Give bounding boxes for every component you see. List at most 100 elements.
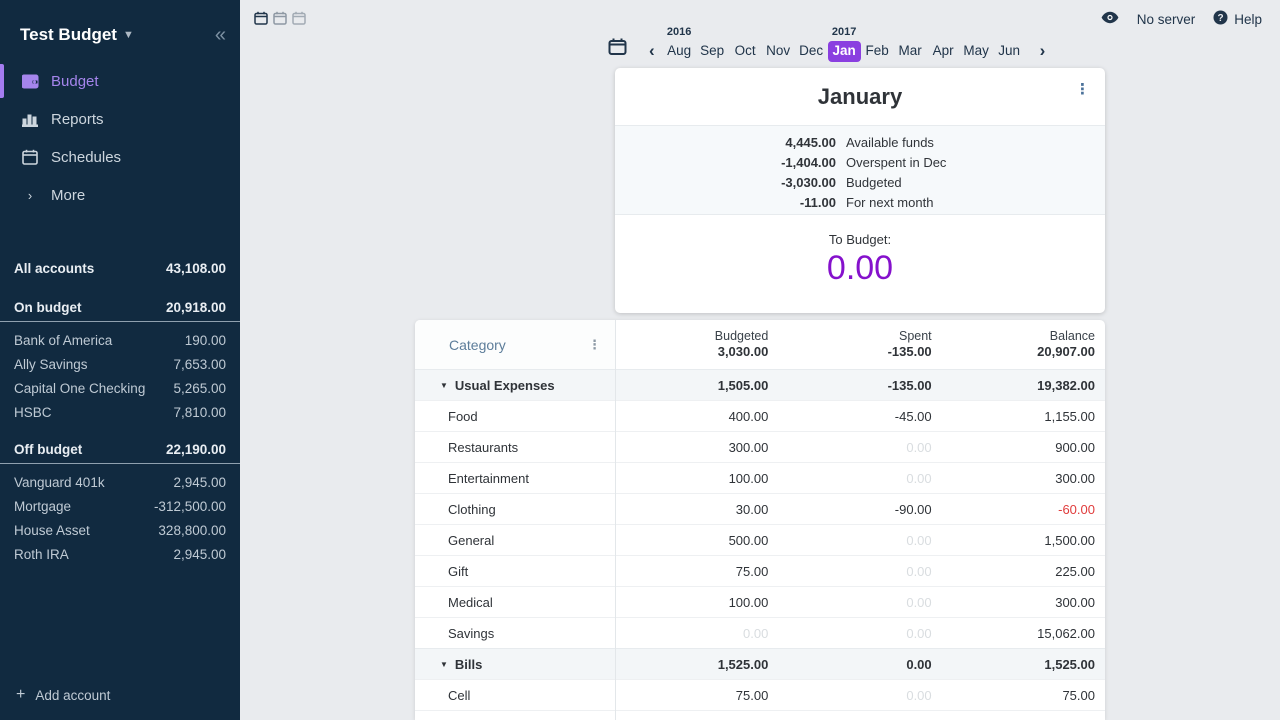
to-budget-button[interactable]: To Budget: 0.00: [615, 215, 1105, 288]
budgeted-cell[interactable]: 0.00: [743, 625, 769, 641]
balance-cell[interactable]: 1,155.00: [1044, 408, 1095, 424]
category-row-entertainment[interactable]: Entertainment 100.00 0.00 300.00: [415, 462, 1105, 493]
category-row-cell[interactable]: Cell 75.00 0.00 75.00: [415, 679, 1105, 710]
account-balance: 2,945.00: [173, 474, 226, 490]
category-row-food[interactable]: Food 400.00 -45.00 1,155.00: [415, 400, 1105, 431]
all-accounts-row[interactable]: All accounts 43,108.00: [14, 260, 226, 276]
budgeted-cell[interactable]: 400.00: [728, 408, 769, 424]
category-name[interactable]: General: [448, 532, 495, 548]
privacy-toggle[interactable]: [1101, 11, 1119, 27]
add-account-button[interactable]: + Add account: [16, 686, 111, 703]
group-name[interactable]: ▼ Usual Expenses: [440, 377, 555, 393]
month-cell-may[interactable]: May: [963, 43, 989, 58]
month-cell-apr[interactable]: Apr: [932, 43, 954, 58]
category-row-gift[interactable]: Gift 75.00 0.00 225.00: [415, 555, 1105, 586]
collapse-caret-icon[interactable]: ▼: [440, 659, 448, 669]
sidebar-item-reports[interactable]: Reports: [0, 100, 240, 138]
month-cell-jan-selected[interactable]: 2017 Jan: [827, 26, 861, 62]
spent-cell[interactable]: 0.00: [906, 532, 932, 548]
budgeted-cell[interactable]: 100.00: [728, 594, 769, 610]
one-month-view-icon[interactable]: [254, 11, 268, 30]
category-row-restaurants[interactable]: Restaurants 300.00 0.00 900.00: [415, 431, 1105, 462]
category-column-header: Category: [449, 336, 506, 353]
category-row-medical[interactable]: Medical 100.00 0.00 300.00: [415, 586, 1105, 617]
balance-cell[interactable]: 15,062.00: [1037, 625, 1095, 641]
month-menu-dots-icon[interactable]: ⋮: [1075, 81, 1090, 98]
budgeted-cell[interactable]: 300.00: [728, 439, 769, 455]
group-name[interactable]: ▼ Bills: [440, 656, 483, 672]
account-row-roth-ira[interactable]: Roth IRA 2,945.00: [14, 546, 226, 562]
sidebar-collapse-icon[interactable]: «: [214, 24, 226, 46]
off-budget-row[interactable]: Off budget 22,190.00: [0, 436, 240, 464]
spent-cell[interactable]: -45.00: [894, 408, 932, 424]
two-month-view-icon[interactable]: [273, 11, 287, 30]
balance-cell[interactable]: 75.00: [1062, 687, 1095, 703]
month-picker-calendar-icon[interactable]: [608, 38, 627, 60]
sidebar-item-budget[interactable]: Budget: [0, 62, 240, 100]
category-group-row-usual-expenses[interactable]: ▼ Usual Expenses 1,505.00 -135.00 19,382.…: [415, 369, 1105, 400]
month-cell-jun[interactable]: Jun: [998, 43, 1021, 58]
account-row-vanguard-401k[interactable]: Vanguard 401k 2,945.00: [14, 474, 226, 490]
budgeted-value: -3,030.00: [781, 175, 836, 190]
spent-cell[interactable]: 0.00: [906, 470, 932, 486]
month-cell-aug[interactable]: 2016 Aug: [663, 26, 696, 62]
account-row-mortgage[interactable]: Mortgage -312,500.00: [14, 498, 226, 514]
budgeted-cell[interactable]: 75.00: [735, 563, 769, 579]
category-row-clothing[interactable]: Clothing 30.00 -90.00 -60.00: [415, 493, 1105, 524]
category-group-row-bills[interactable]: ▼ Bills 1,525.00 0.00 1,525.00: [415, 648, 1105, 679]
group-spent: -135.00: [887, 377, 932, 393]
month-cell-dec[interactable]: Dec: [799, 43, 824, 58]
previous-month-button[interactable]: ‹: [649, 41, 655, 60]
category-name[interactable]: Restaurants: [448, 439, 519, 455]
month-cell-mar[interactable]: Mar: [898, 43, 922, 58]
account-row-ally-savings[interactable]: Ally Savings 7,653.00: [14, 356, 226, 372]
category-name[interactable]: Cell: [448, 687, 471, 703]
group-budgeted: 1,525.00: [717, 656, 769, 672]
month-cell-sep[interactable]: Sep: [700, 43, 725, 58]
balance-cell[interactable]: 1,500.00: [1044, 532, 1095, 548]
month-cell-oct[interactable]: Oct: [734, 43, 756, 58]
category-name[interactable]: Gift: [448, 563, 469, 579]
budgeted-cell[interactable]: 75.00: [735, 687, 769, 703]
category-name[interactable]: Clothing: [448, 501, 496, 517]
three-month-view-icon[interactable]: [292, 11, 306, 30]
category-name[interactable]: Entertainment: [448, 470, 529, 486]
spent-cell[interactable]: 0.00: [906, 594, 932, 610]
account-row-bank-of-america[interactable]: Bank of America 190.00: [14, 332, 226, 348]
collapse-caret-icon[interactable]: ▼: [440, 380, 448, 390]
spent-cell[interactable]: 0.00: [906, 439, 932, 455]
spent-cell[interactable]: 0.00: [906, 625, 932, 641]
month-cell-nov[interactable]: Nov: [766, 43, 791, 58]
next-month-button[interactable]: ›: [1039, 41, 1046, 60]
topbar-right: No server ? Help: [1101, 10, 1262, 28]
balance-cell[interactable]: 225.00: [1055, 563, 1095, 579]
budget-file-switcher[interactable]: Test Budget ▼: [20, 25, 134, 45]
sidebar-item-schedules[interactable]: Schedules: [0, 138, 240, 176]
help-button[interactable]: ? Help: [1213, 10, 1262, 28]
spent-cell[interactable]: -90.00: [894, 501, 932, 517]
budgeted-cell[interactable]: 500.00: [728, 532, 769, 548]
category-name[interactable]: Food: [448, 408, 478, 424]
month-strip: 2016 Aug Sep Oct Nov Dec 2017 Jan Feb: [663, 26, 1026, 62]
balance-cell[interactable]: 300.00: [1055, 470, 1095, 486]
spent-cell[interactable]: 0.00: [906, 687, 932, 703]
category-menu-dots-icon[interactable]: ⋮: [588, 336, 601, 352]
category-name[interactable]: Medical: [448, 594, 493, 610]
on-budget-row[interactable]: On budget 20,918.00: [0, 294, 240, 322]
account-row-hsbc[interactable]: HSBC 7,810.00: [14, 404, 226, 420]
sidebar-item-more[interactable]: › More: [0, 176, 240, 214]
month-cell-feb[interactable]: Feb: [865, 43, 889, 58]
category-name[interactable]: Savings: [448, 625, 495, 641]
account-row-house-asset[interactable]: House Asset 328,800.00: [14, 522, 226, 538]
budgeted-cell[interactable]: 100.00: [728, 470, 769, 486]
budgeted-cell[interactable]: 30.00: [735, 501, 769, 517]
group-spent: 0.00: [906, 656, 932, 672]
spent-cell[interactable]: 0.00: [906, 563, 932, 579]
balance-cell[interactable]: -60.00: [1058, 501, 1095, 517]
server-status[interactable]: No server: [1137, 12, 1196, 27]
category-row-general[interactable]: General 500.00 0.00 1,500.00: [415, 524, 1105, 555]
balance-cell[interactable]: 900.00: [1055, 439, 1095, 455]
category-row-savings[interactable]: Savings 0.00 0.00 15,062.00: [415, 617, 1105, 648]
balance-cell[interactable]: 300.00: [1055, 594, 1095, 610]
account-row-capital-one-checking[interactable]: Capital One Checking 5,265.00: [14, 380, 226, 396]
